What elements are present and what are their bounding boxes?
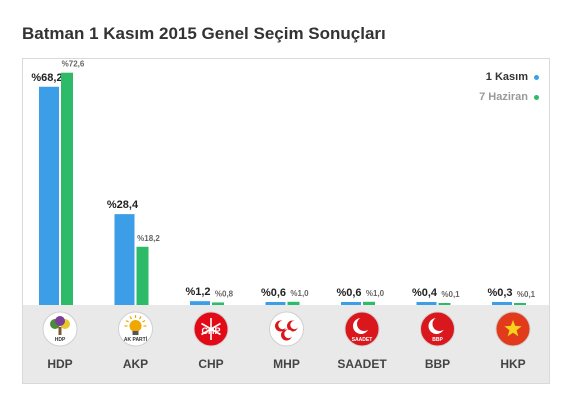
hkp-star-logo-icon — [495, 311, 531, 347]
legend-dot-previous — [534, 94, 539, 100]
chp-six-arrows-logo-icon: CHP — [193, 311, 229, 347]
party-label-chp: CHP — [198, 357, 223, 371]
party-label-mhp: MHP — [273, 357, 300, 371]
bar-previous-bbp — [438, 303, 451, 305]
logo-text-chp: CHP — [201, 326, 220, 336]
bar-previous-akp — [136, 246, 149, 305]
bar-current-chp — [190, 301, 210, 305]
bar-previous-hdp — [61, 72, 73, 306]
bar-chart: %68,2%72,6 HDP HDP %28,4 %18,2 AK PARTİ AKP %1,… — [31, 60, 536, 371]
chart-panel: 1 Kasım 7 Haziran %68,2 %72,6 HDP HDP %28,4%… — [22, 58, 550, 384]
party-label-saadet: SAADET — [337, 357, 387, 371]
bar-label-current-mhp: %0,6 — [261, 287, 286, 299]
legend-item-current: 1 Kasım — [486, 71, 539, 83]
bar-label-current-hkp: %0,3 — [487, 287, 512, 299]
bar-previous-saadet — [363, 301, 375, 305]
bar-current-hdp — [39, 86, 59, 305]
legend-label-previous: 7 Haziran — [479, 91, 528, 103]
bar-label-previous-mhp: %1,0 — [290, 289, 309, 298]
bar-label-previous-hdp: %72,6 — [62, 60, 85, 69]
party-label-hdp: HDP — [47, 357, 72, 371]
chart-title: Batman 1 Kasım 2015 Genel Seçim Sonuçlar… — [22, 24, 386, 43]
bar-label-previous-hkp: %0,1 — [517, 290, 536, 299]
bar-label-previous-chp: %0,8 — [215, 289, 234, 298]
hdp-tree-logo-icon: HDP — [42, 311, 78, 347]
bar-previous-chp — [212, 302, 224, 305]
bar-label-current-saadet: %0,6 — [336, 287, 361, 299]
logo-text-akp: AK PARTİ — [124, 336, 148, 343]
bbp-crescent-logo-icon: BBP — [420, 311, 455, 347]
bar-current-saadet — [341, 302, 361, 305]
bar-current-akp — [114, 214, 135, 305]
legend-label-current: 1 Kasım — [485, 71, 528, 83]
logo-text-saadet: SAADET — [352, 337, 373, 343]
bar-label-current-bbp: %0,4 — [412, 287, 438, 299]
bar-previous-mhp — [287, 301, 300, 305]
bar-label-current-akp: %28,4 — [107, 199, 139, 211]
party-label-bbp: BBP — [425, 357, 450, 371]
bar-label-current-chp: %1,2 — [185, 286, 210, 298]
party-label-akp: AKP — [123, 357, 148, 371]
logo-text-hdp: HDP — [55, 337, 66, 343]
bar-current-mhp — [265, 302, 286, 305]
bar-label-previous-akp: %18,2 — [137, 234, 160, 243]
logo-text-bbp: BBP — [432, 337, 443, 343]
akp-bulb-logo-icon: AK PARTİ — [118, 311, 153, 347]
legend-item-previous: 7 Haziran — [479, 91, 539, 103]
party-label-hkp: HKP — [500, 357, 525, 371]
bar-current-bbp — [416, 302, 437, 305]
legend-dot-current — [534, 74, 539, 80]
bar-previous-hkp — [514, 303, 526, 305]
bar-label-previous-saadet: %1,0 — [366, 289, 385, 298]
bar-label-current-hdp: %68,2 — [31, 72, 62, 84]
mhp-crescents-logo-icon — [269, 311, 304, 347]
bar-current-hkp — [492, 302, 512, 305]
bar-label-previous-bbp: %0,1 — [441, 290, 460, 299]
saadet-crescent-logo-icon: SAADET — [344, 311, 380, 347]
